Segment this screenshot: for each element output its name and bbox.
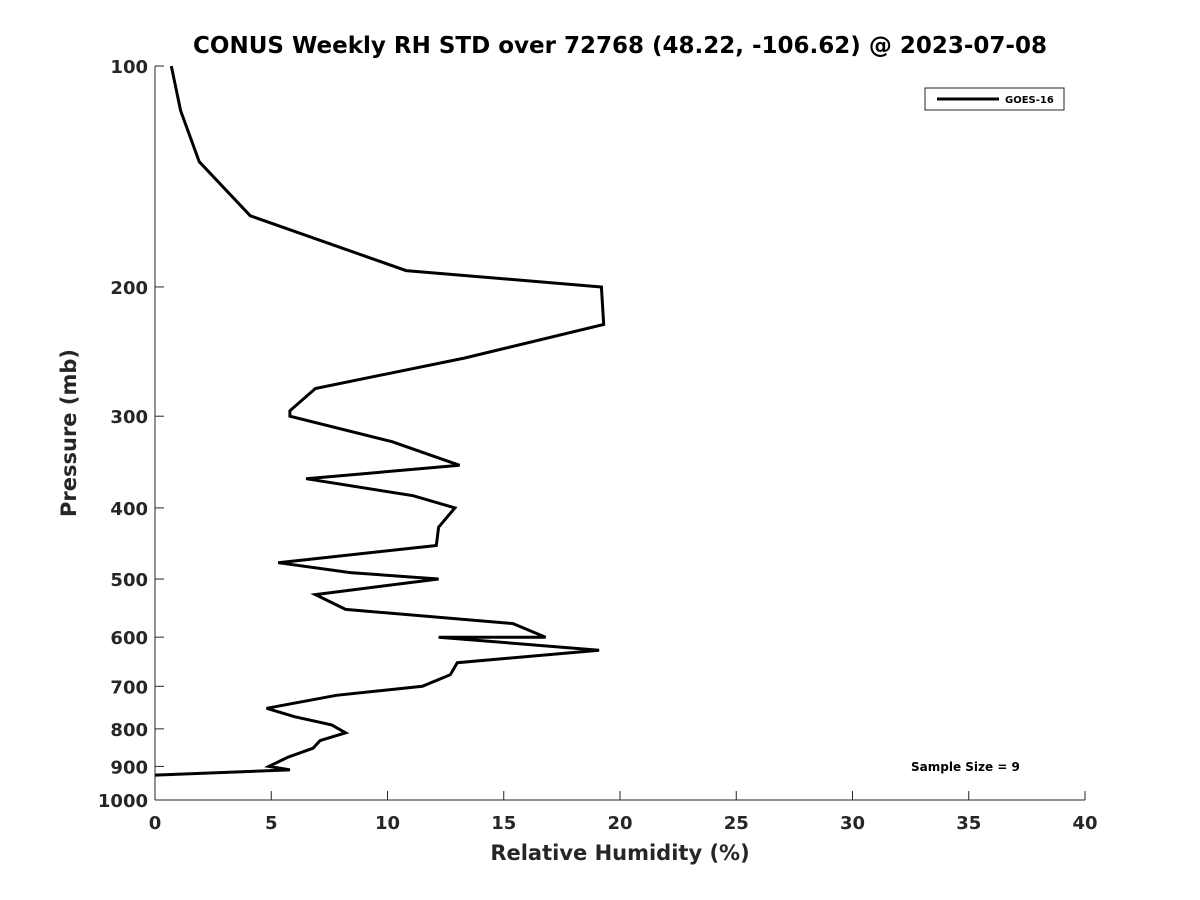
y-tick-label: 700 xyxy=(110,677,148,698)
x-tick-label: 0 xyxy=(149,813,162,834)
y-tick-label: 100 xyxy=(110,57,148,78)
series-line-goes16 xyxy=(154,65,606,777)
x-tick-label: 35 xyxy=(956,813,981,834)
legend-label-goes16: GOES-16 xyxy=(1005,95,1054,106)
x-tick-label: 15 xyxy=(491,813,516,834)
legend: GOES-16 xyxy=(924,87,1065,111)
y-tick-label: 500 xyxy=(110,570,148,591)
x-axis-ticks: 0 5 10 15 20 25 30 35 40 xyxy=(149,791,1098,834)
x-tick-label: 25 xyxy=(724,813,749,834)
x-tick-label: 40 xyxy=(1072,813,1097,834)
y-axis-ticks: 100 200 300 400 500 600 700 800 900 1000 xyxy=(98,57,164,812)
y-tick-label: 400 xyxy=(110,499,148,520)
series-layer xyxy=(154,65,606,777)
chart-title: CONUS Weekly RH STD over 72768 (48.22, -… xyxy=(193,33,1047,59)
y-tick-label: 200 xyxy=(110,278,148,299)
axes-box xyxy=(155,66,1085,800)
y-tick-label: 600 xyxy=(110,628,148,649)
sample-size-annotation: Sample Size = 9 xyxy=(911,760,1020,774)
y-tick-label: 800 xyxy=(110,720,148,741)
y-tick-label: 300 xyxy=(110,407,148,428)
y-tick-label: 900 xyxy=(110,757,148,778)
x-tick-label: 30 xyxy=(840,813,865,834)
y-axis-label: Pressure (mb) xyxy=(57,349,81,517)
plot-area: 0 5 10 15 20 25 30 35 40 100 200 300 400 500 600 700 80… xyxy=(98,57,1098,834)
y-tick-label: 1000 xyxy=(98,791,148,812)
x-tick-label: 5 xyxy=(265,813,278,834)
x-tick-label: 10 xyxy=(375,813,400,834)
x-tick-label: 20 xyxy=(607,813,632,834)
x-axis-label: Relative Humidity (%) xyxy=(490,841,749,865)
